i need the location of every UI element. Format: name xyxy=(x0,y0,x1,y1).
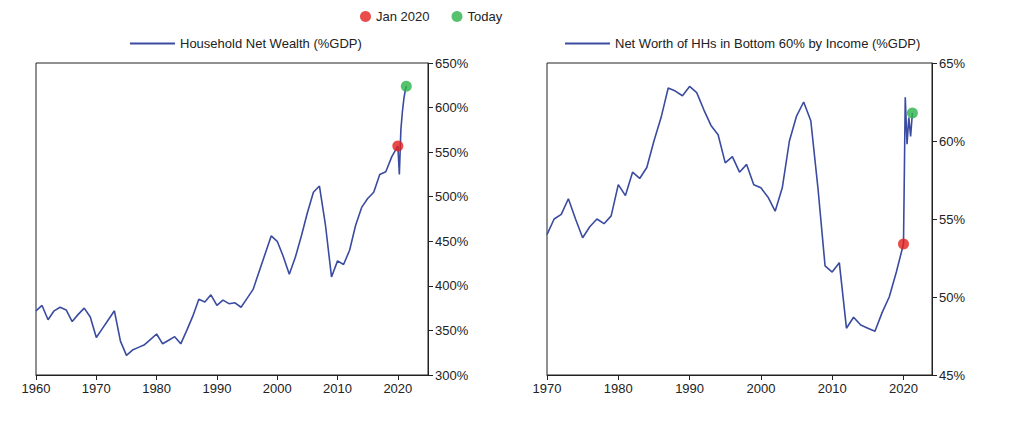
svg-text:2010: 2010 xyxy=(323,381,352,396)
svg-text:2010: 2010 xyxy=(818,381,847,396)
svg-text:2020: 2020 xyxy=(889,381,918,396)
svg-text:Jan 2020: Jan 2020 xyxy=(376,9,430,24)
svg-text:1970: 1970 xyxy=(82,381,111,396)
svg-text:55%: 55% xyxy=(939,212,965,227)
svg-text:550%: 550% xyxy=(435,145,469,160)
svg-text:300%: 300% xyxy=(435,368,469,383)
svg-text:400%: 400% xyxy=(435,278,469,293)
svg-text:650%: 650% xyxy=(435,56,469,71)
svg-text:2000: 2000 xyxy=(746,381,775,396)
svg-text:Household Net Wealth (%GDP): Household Net Wealth (%GDP) xyxy=(180,36,362,51)
svg-text:1980: 1980 xyxy=(142,381,171,396)
svg-text:65%: 65% xyxy=(939,56,965,71)
svg-text:500%: 500% xyxy=(435,189,469,204)
svg-text:1990: 1990 xyxy=(202,381,231,396)
svg-text:Today: Today xyxy=(467,9,502,24)
svg-text:600%: 600% xyxy=(435,100,469,115)
svg-text:350%: 350% xyxy=(435,323,469,338)
svg-text:60%: 60% xyxy=(939,134,965,149)
svg-text:45%: 45% xyxy=(939,368,965,383)
svg-text:1960: 1960 xyxy=(22,381,51,396)
svg-text:50%: 50% xyxy=(939,290,965,305)
svg-text:2000: 2000 xyxy=(263,381,292,396)
svg-text:2020: 2020 xyxy=(383,381,412,396)
svg-text:Net Worth of HHs in Bottom 60%: Net Worth of HHs in Bottom 60% by Income… xyxy=(615,36,920,51)
svg-text:450%: 450% xyxy=(435,234,469,249)
svg-text:1990: 1990 xyxy=(675,381,704,396)
svg-text:1980: 1980 xyxy=(604,381,633,396)
svg-text:1970: 1970 xyxy=(533,381,562,396)
